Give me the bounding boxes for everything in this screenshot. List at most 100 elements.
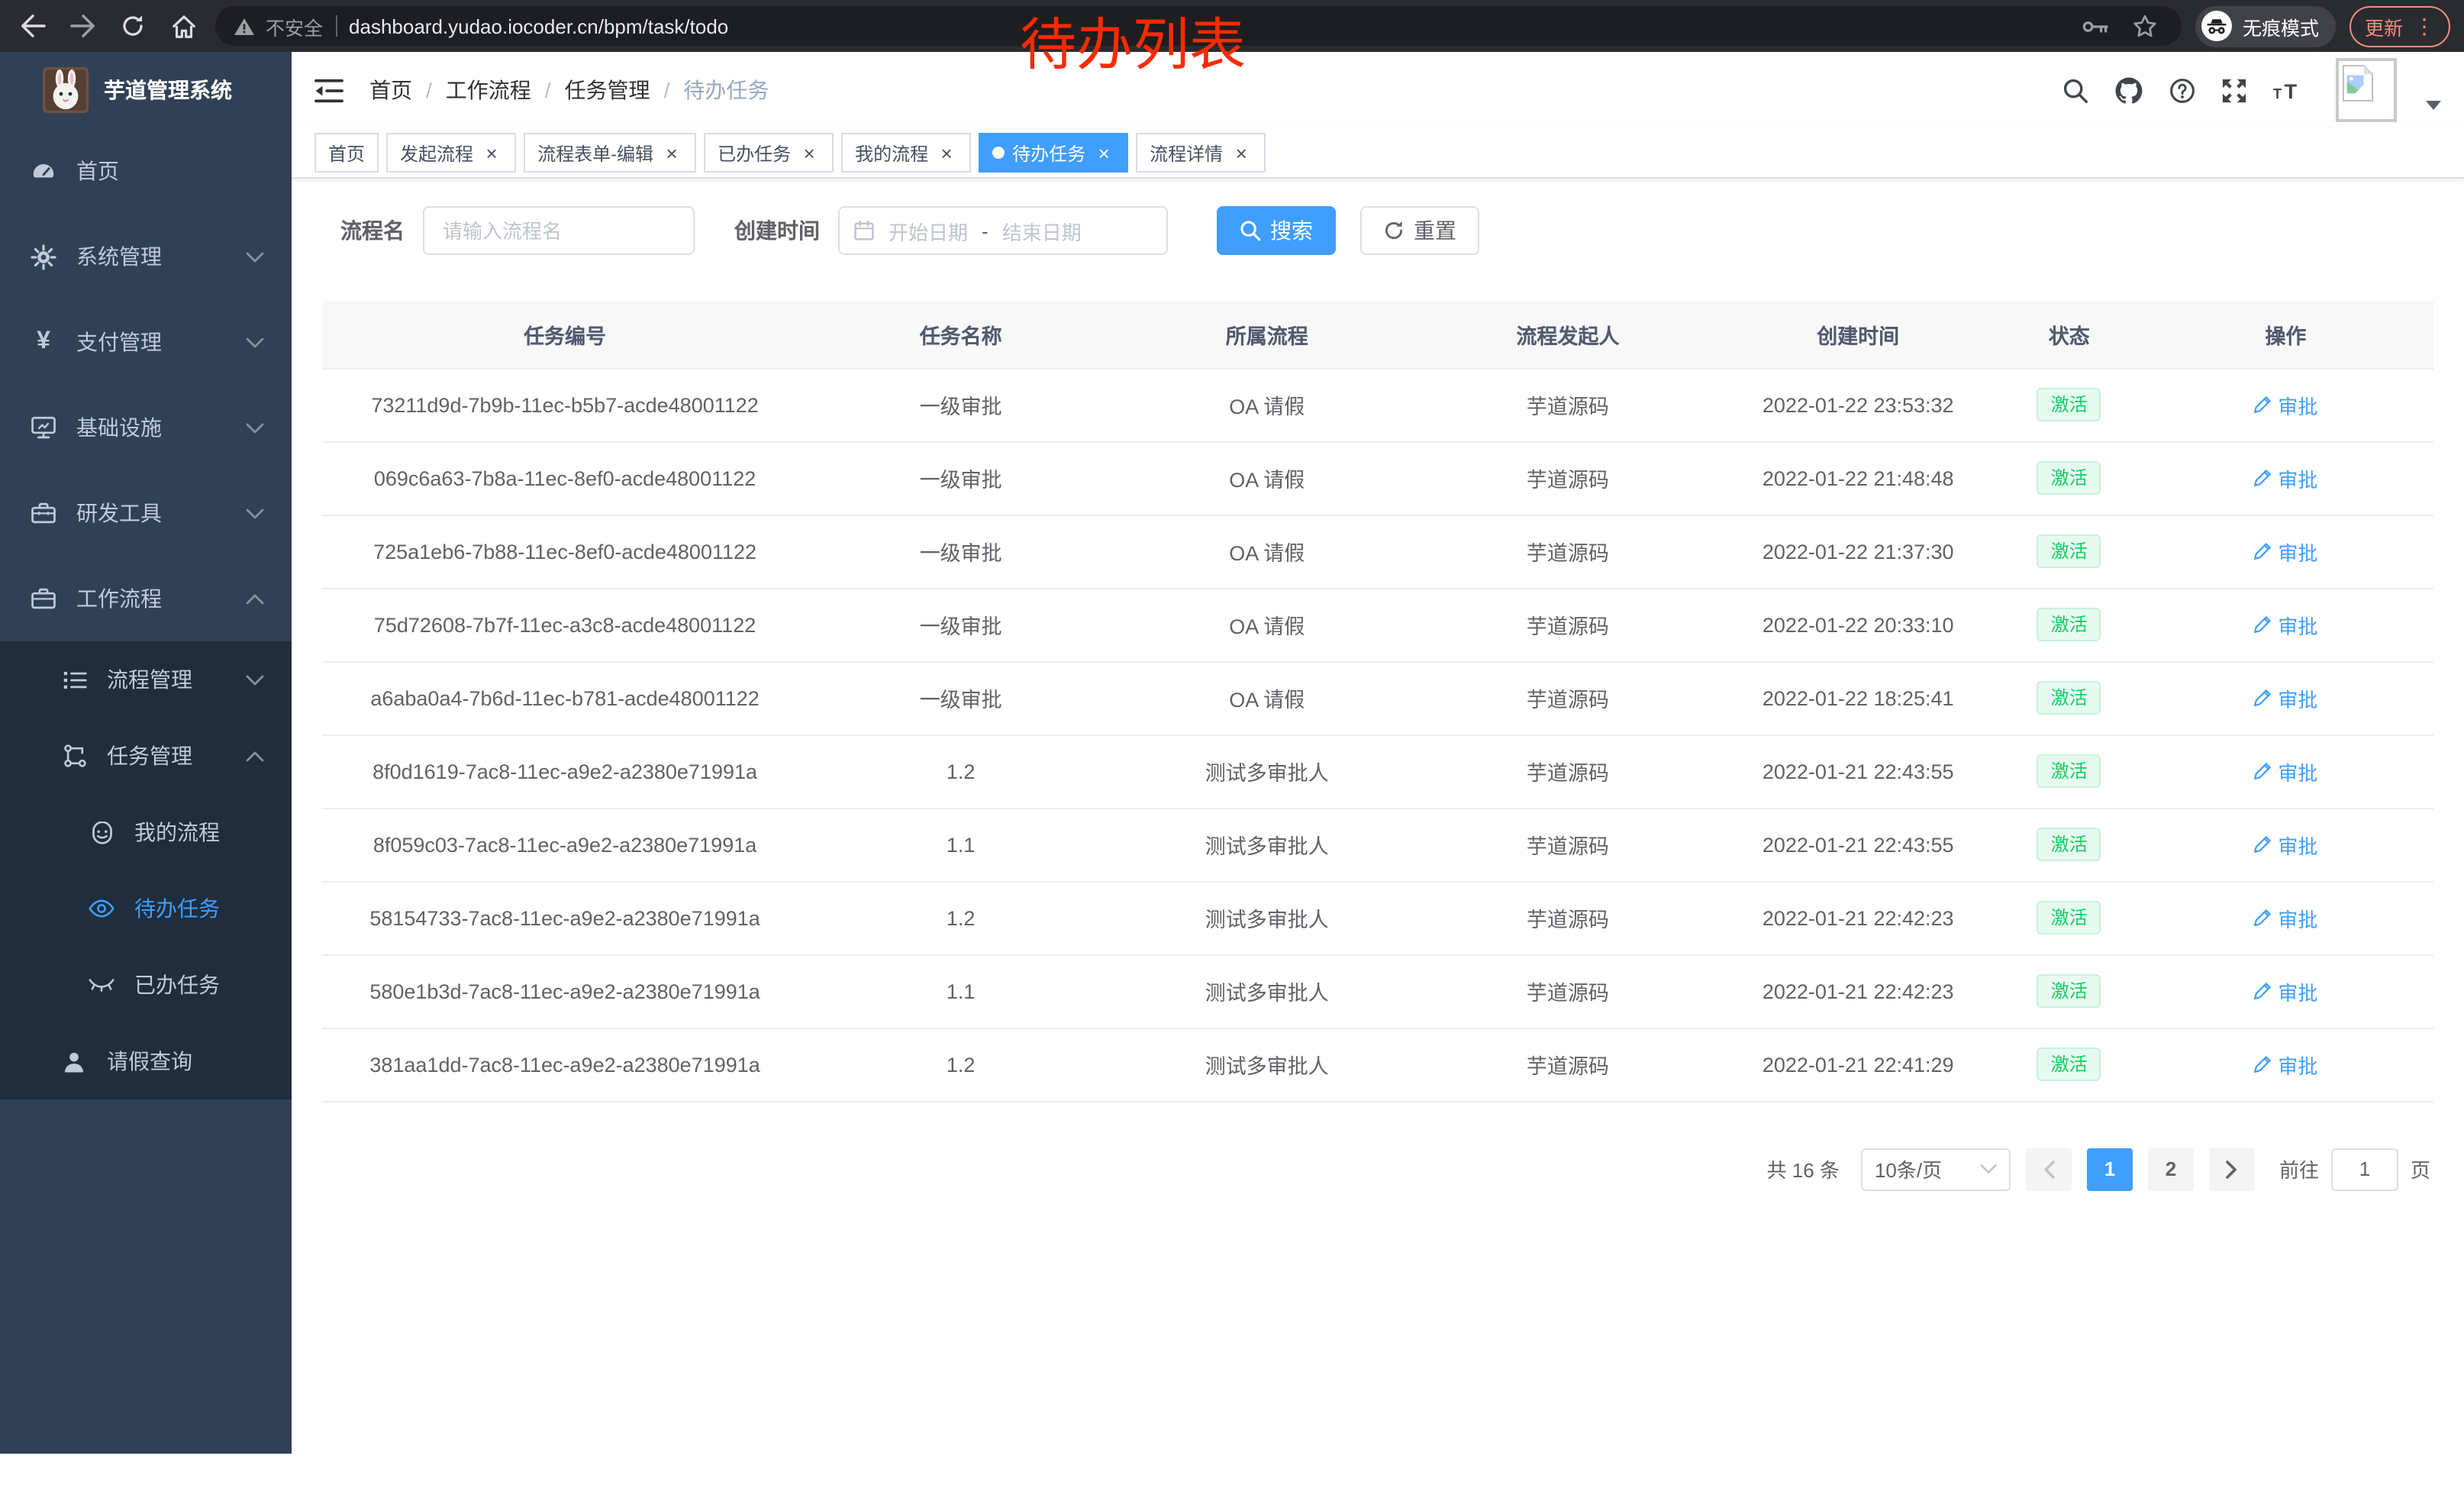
sidebar-item-dev-tools[interactable]: 研发工具: [0, 470, 292, 556]
browser-back-button[interactable]: [14, 8, 50, 44]
breadcrumb-item[interactable]: 任务管理: [564, 78, 650, 102]
cell-name: 一级审批: [808, 588, 1114, 662]
breadcrumb-separator: /: [426, 78, 432, 102]
browser-forward-button[interactable]: [64, 8, 101, 44]
process-name-input[interactable]: [423, 206, 695, 255]
github-button[interactable]: [2114, 76, 2143, 105]
cell-process: 测试多审批人: [1114, 881, 1421, 955]
tab-发起流程[interactable]: 发起流程 ×: [386, 133, 517, 173]
chevron-down-icon: [246, 337, 264, 347]
address-bar[interactable]: 不安全 dashboard.yudao.iocoder.cn/bpm/task/…: [215, 6, 2182, 46]
browser-refresh-button[interactable]: [114, 8, 151, 44]
reset-button[interactable]: 重置: [1360, 206, 1479, 255]
browser-update-button[interactable]: 更新 ⋮: [2349, 5, 2450, 47]
sidebar-item-label: 任务管理: [107, 744, 192, 768]
approve-link[interactable]: 审批: [2253, 976, 2317, 1006]
approve-label: 审批: [2278, 688, 2318, 711]
table-row: a6aba0a4-7b6d-11ec-b781-acde48001122 一级审批…: [322, 661, 2433, 735]
page-size-select[interactable]: 10条/页: [1860, 1148, 2011, 1190]
home-icon: [170, 13, 196, 39]
cell-starter: 芋道源码: [1420, 515, 1716, 589]
chevron-down-icon: [246, 422, 264, 433]
approve-link[interactable]: 审批: [2253, 903, 2317, 932]
column-header: 状态: [2000, 301, 2138, 369]
table-row: 73211d9d-7b9b-11ec-b5b7-acde48001122 一级审批…: [322, 368, 2433, 442]
search-button[interactable]: 搜索: [1217, 206, 1336, 255]
approve-link[interactable]: 审批: [2253, 1050, 2317, 1079]
create-time-label: 创建时间: [734, 218, 820, 243]
date-range-picker[interactable]: 开始日期 - 结束日期: [838, 206, 1168, 255]
tab-我的流程[interactable]: 我的流程 ×: [841, 133, 972, 173]
user-avatar[interactable]: [2336, 58, 2397, 122]
browser-menu-icon[interactable]: ⋮: [2414, 14, 2435, 38]
pagination: 共 16 条 10条/页 12 前往 页: [322, 1148, 2433, 1190]
tab-首页[interactable]: 首页: [314, 133, 379, 173]
close-icon[interactable]: ×: [666, 141, 678, 164]
tab-流程表单-编辑[interactable]: 流程表单-编辑 ×: [524, 133, 697, 173]
approve-link[interactable]: 审批: [2253, 463, 2317, 492]
close-icon[interactable]: ×: [1235, 141, 1247, 164]
avatar-caret-icon[interactable]: [2426, 101, 2441, 110]
bookmark-star-button[interactable]: [2127, 8, 2163, 44]
cell-action: 审批: [2137, 808, 2433, 882]
tab-待办任务[interactable]: 待办任务 ×: [979, 133, 1129, 173]
hamburger-icon: [314, 77, 343, 103]
sidebar-item-workflow[interactable]: 工作流程: [0, 556, 292, 641]
table-row: 381aa1dd-7ac8-11ec-a9e2-a2380e71991a 1.2 测…: [322, 1028, 2433, 1102]
tab-已办任务[interactable]: 已办任务 ×: [704, 133, 834, 173]
approve-link[interactable]: 审批: [2253, 537, 2317, 566]
close-icon[interactable]: ×: [1098, 141, 1110, 164]
cell-name: 一级审批: [808, 515, 1114, 589]
approve-link[interactable]: 审批: [2253, 683, 2317, 712]
prev-page-button[interactable]: [2025, 1148, 2072, 1190]
cell-time: 2022-01-22 18:25:41: [1715, 661, 2001, 735]
cell-status: 激活: [2000, 734, 2138, 809]
end-date-placeholder: 结束日期: [1001, 221, 1082, 244]
approve-label: 审批: [2278, 834, 2318, 857]
sidebar-item-process-mgmt[interactable]: 流程管理: [0, 641, 292, 718]
divider: [335, 15, 337, 37]
password-key-button[interactable]: [2078, 8, 2114, 44]
close-icon[interactable]: ×: [485, 141, 498, 164]
eye-open-icon: [89, 899, 114, 918]
goto-page-input[interactable]: [2330, 1148, 2398, 1190]
tab-label: 已办任务: [718, 143, 792, 164]
browser-home-button[interactable]: [165, 8, 202, 44]
sidebar-item-my-process[interactable]: 我的流程: [0, 794, 292, 870]
svg-text:T: T: [2273, 86, 2282, 102]
sidebar-item-system-mgmt[interactable]: 系统管理: [0, 214, 292, 299]
sidebar-collapse-button[interactable]: [314, 77, 343, 103]
page-button-1[interactable]: 1: [2086, 1148, 2133, 1190]
reset-button-label: 重置: [1414, 218, 1456, 243]
close-icon[interactable]: ×: [940, 141, 953, 164]
status-badge: 激活: [2037, 607, 2101, 642]
sidebar-item-todo-task[interactable]: 待办任务: [0, 870, 292, 947]
sidebar-item-leave-query[interactable]: 请假查询: [0, 1023, 292, 1099]
breadcrumb-item[interactable]: 工作流程: [445, 78, 531, 102]
sidebar-item-task-mgmt[interactable]: 任务管理: [0, 718, 292, 794]
sidebar-item-payment-mgmt[interactable]: ¥ 支付管理: [0, 299, 292, 385]
key-icon: [2083, 18, 2109, 34]
search-icon: [2062, 77, 2088, 103]
app-logo[interactable]: 芋道管理系统: [0, 52, 292, 128]
approve-link[interactable]: 审批: [2253, 390, 2317, 419]
sidebar-item-infrastructure[interactable]: 基础设施: [0, 385, 292, 470]
help-button[interactable]: [2169, 77, 2195, 103]
close-icon[interactable]: ×: [803, 141, 815, 164]
sidebar-item-home[interactable]: 首页: [0, 128, 292, 214]
table-row: 580e1b3d-7ac8-11ec-a9e2-a2380e71991a 1.1 测…: [322, 954, 2433, 1028]
approve-link[interactable]: 审批: [2253, 757, 2317, 786]
table-row: 725a1eb6-7b88-11ec-8ef0-acde48001122 一级审批…: [322, 515, 2433, 589]
header-search-button[interactable]: [2062, 77, 2088, 103]
next-page-button[interactable]: [2208, 1148, 2255, 1190]
breadcrumb-item[interactable]: 首页: [369, 78, 412, 102]
approve-link[interactable]: 审批: [2253, 610, 2317, 639]
sidebar-item-done-task[interactable]: 已办任务: [0, 947, 292, 1023]
tab-流程详情[interactable]: 流程详情 ×: [1136, 133, 1266, 173]
page-button-2[interactable]: 2: [2147, 1148, 2194, 1190]
fullscreen-button[interactable]: [2221, 77, 2247, 103]
cell-starter: 芋道源码: [1420, 808, 1716, 882]
approve-link[interactable]: 审批: [2253, 830, 2317, 859]
